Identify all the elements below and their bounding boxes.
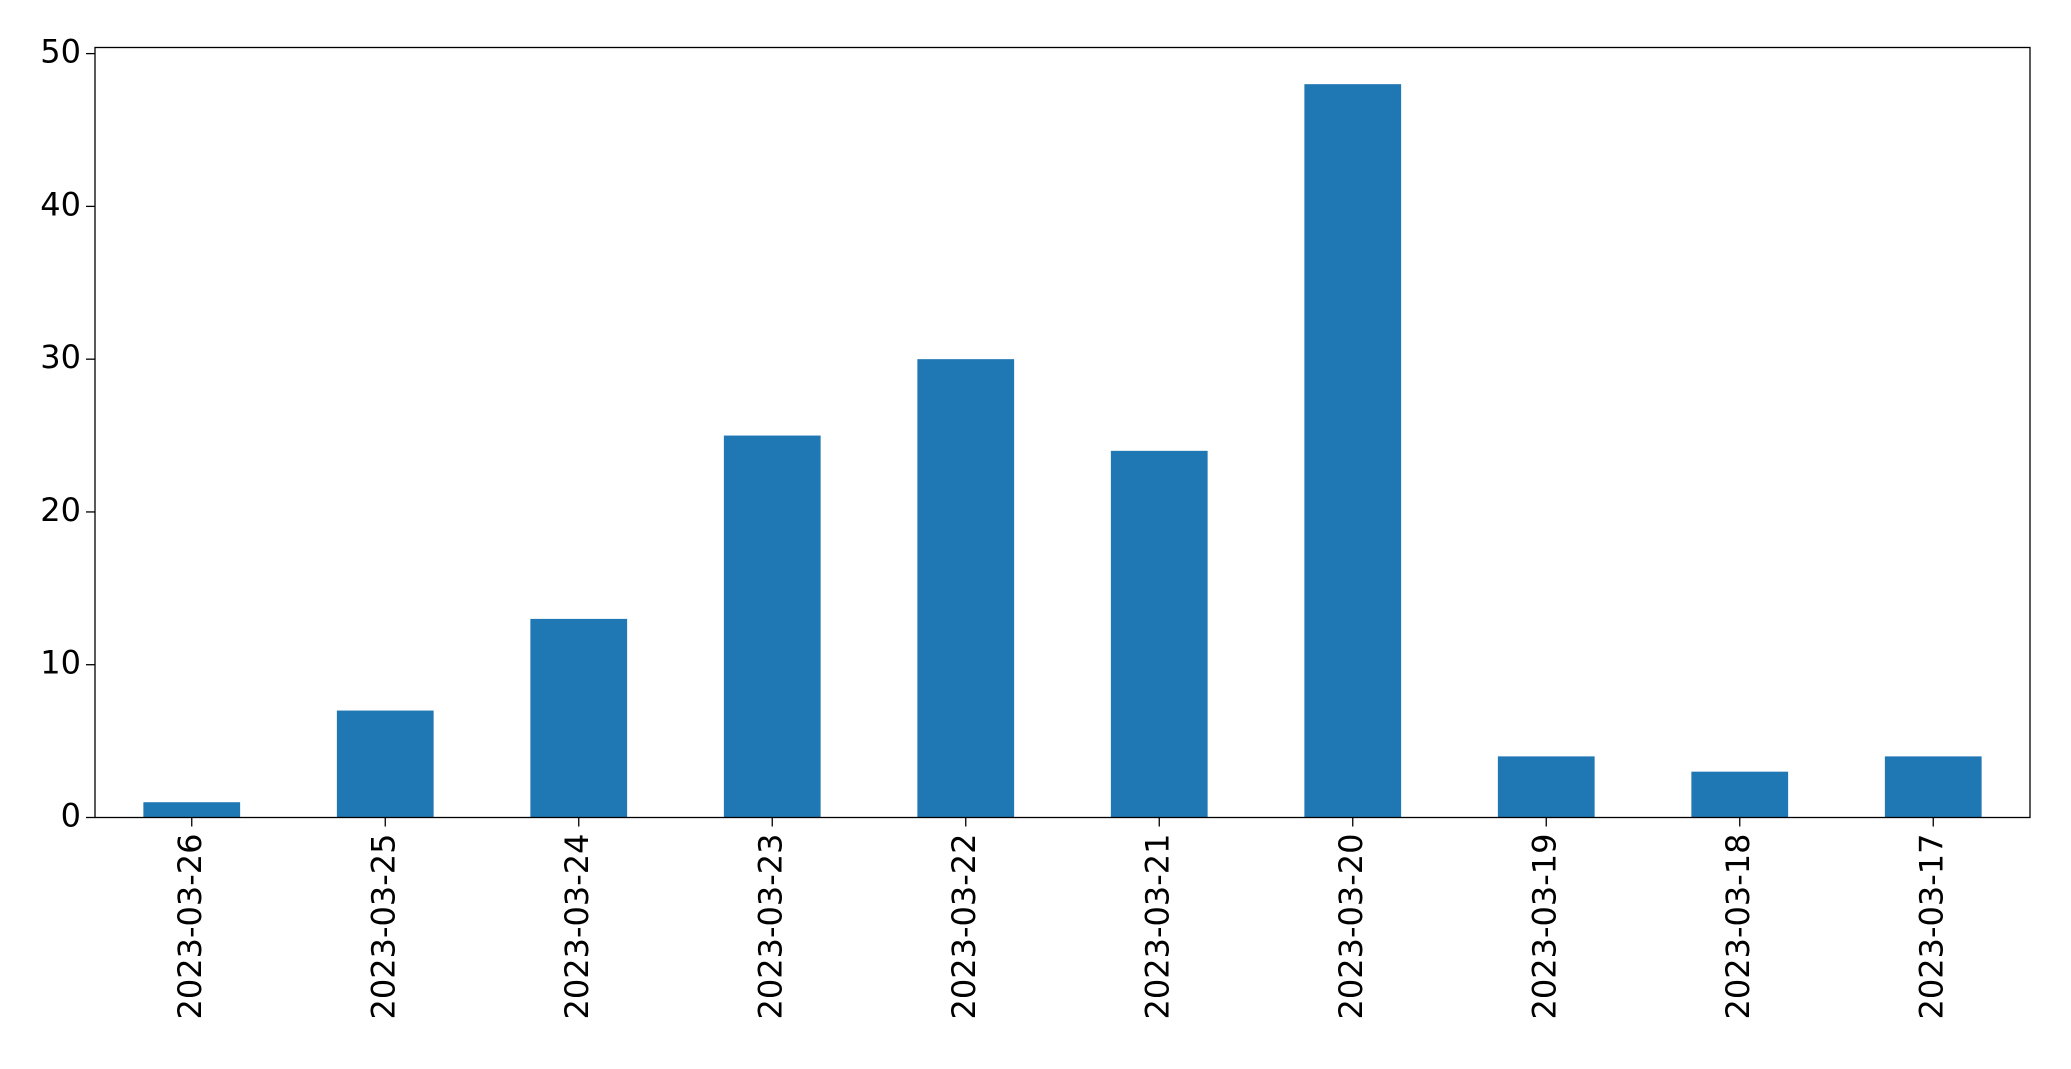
x-tick-label: 2023-03-25 [364, 834, 402, 1020]
x-tick-label: 2023-03-17 [1912, 834, 1950, 1020]
bar [336, 710, 434, 818]
x-tick-label: 2023-03-23 [751, 834, 789, 1020]
y-tick-label: 50 [40, 33, 81, 71]
bar [1110, 450, 1208, 818]
bar [1691, 771, 1789, 818]
x-tick-label: 2023-03-19 [1525, 834, 1563, 1020]
bar [917, 359, 1015, 818]
x-tick-label: 2023-03-21 [1138, 834, 1176, 1020]
bar [530, 618, 628, 818]
x-tick-label: 2023-03-18 [1719, 834, 1757, 1020]
x-tick-label: 2023-03-22 [945, 834, 983, 1020]
x-tick-label: 2023-03-20 [1332, 834, 1370, 1020]
bar [1497, 756, 1595, 818]
x-tick-label: 2023-03-26 [171, 834, 209, 1020]
y-tick-label: 20 [40, 491, 81, 529]
y-tick-label: 10 [40, 644, 81, 682]
y-tick-label: 30 [40, 338, 81, 376]
y-tick-label: 0 [61, 797, 81, 835]
bar [723, 435, 821, 818]
bar [1304, 84, 1402, 818]
plot-frame [94, 46, 2031, 819]
y-tick-label: 40 [40, 185, 81, 223]
bar [1884, 756, 1982, 818]
bar [143, 802, 241, 818]
x-tick-label: 2023-03-24 [558, 834, 596, 1020]
